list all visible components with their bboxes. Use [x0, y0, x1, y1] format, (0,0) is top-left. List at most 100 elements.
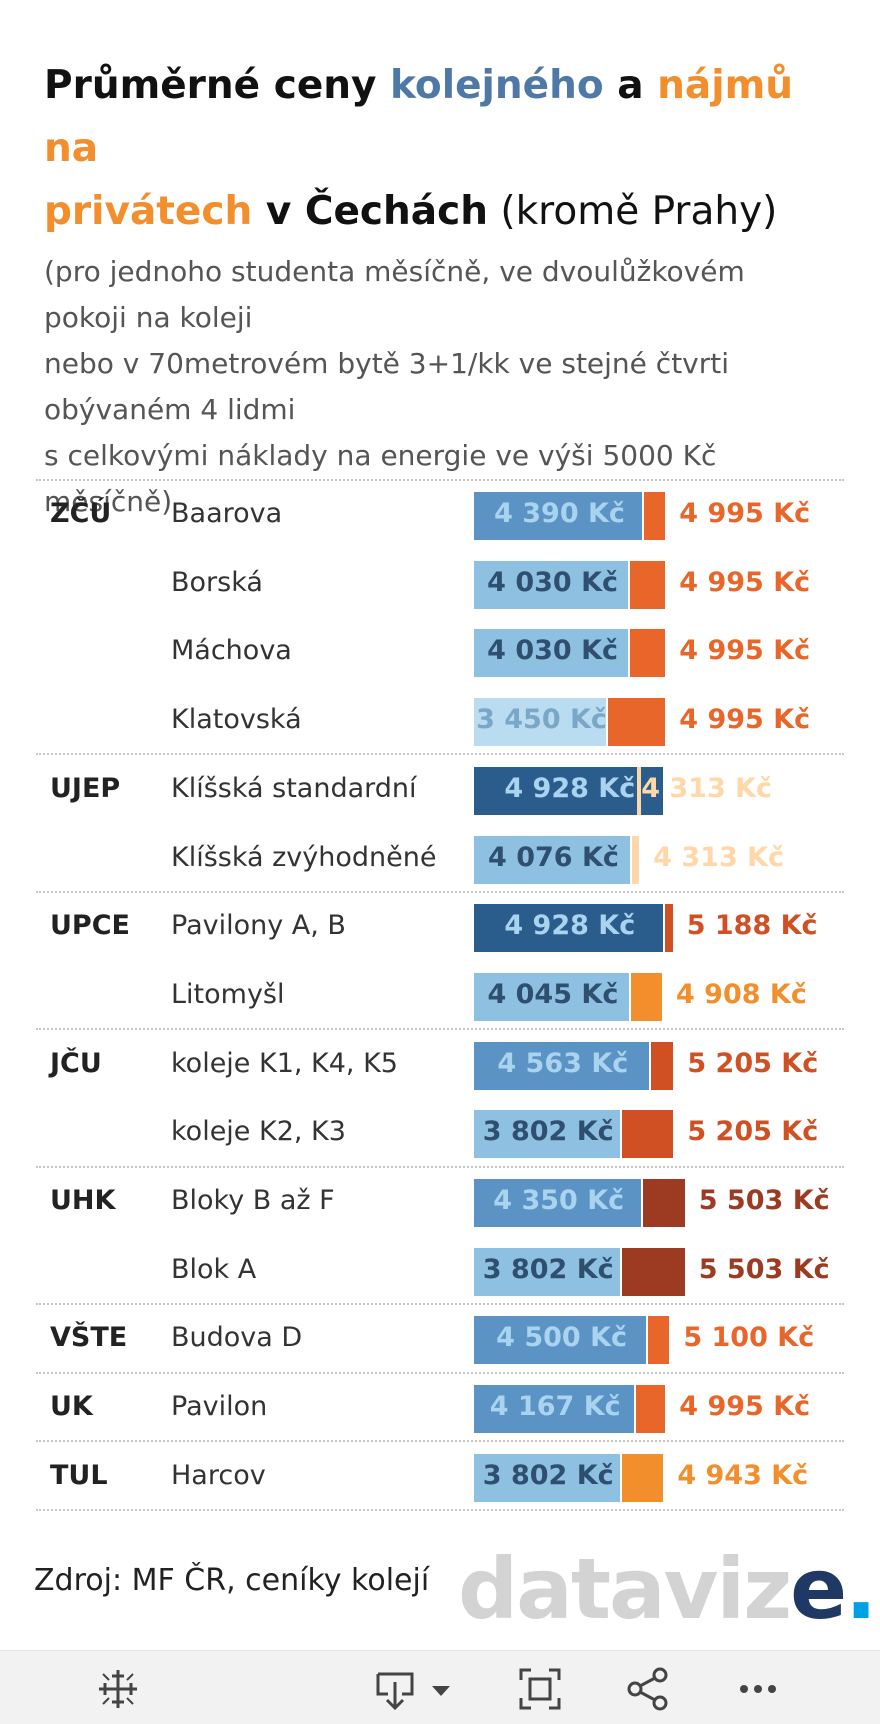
rent-difference-bar[interactable] [621, 1110, 674, 1159]
dorm-name-label: Harcov [171, 1459, 266, 1491]
dorm-price-bar[interactable] [474, 1179, 641, 1227]
rent-marker[interactable] [637, 766, 642, 815]
dorm-name-label: Klíšská standardní [171, 772, 417, 804]
dorm-price-bar[interactable] [474, 1041, 649, 1090]
dorm-name-label: Pavilony A, B [171, 910, 346, 942]
subtitle-line: nebo v 70metrovém bytě 3+1/kk ve stejné … [44, 347, 730, 380]
dorm-price-label: 4 500 Kč [496, 1322, 628, 1354]
dorm-price-bar[interactable] [474, 1385, 634, 1434]
dorm-name-label: koleje K1, K4, K5 [171, 1047, 398, 1079]
dorm-price-bar[interactable] [474, 1453, 620, 1502]
rent-price-label: 5 188 Kč [686, 910, 818, 942]
dorm-name-label: Pavilon [171, 1391, 268, 1423]
rent-difference-bar[interactable] [632, 835, 640, 884]
university-label: UJEP [50, 772, 121, 804]
dorm-name-label: Blok A [171, 1253, 257, 1285]
rent-price-label: 5 205 Kč [687, 1116, 819, 1148]
rent-difference-bar[interactable] [630, 629, 666, 678]
rent-difference-bar[interactable] [630, 972, 662, 1021]
university-label: UHK [50, 1185, 116, 1216]
university-label: UPCE [50, 910, 130, 942]
dorm-price-bar[interactable] [474, 560, 629, 609]
group-separator [36, 890, 844, 893]
rent-price-label: 4 943 Kč [677, 1459, 809, 1491]
dorm-price-bar[interactable] [474, 1247, 620, 1296]
dorm-name-label: Budova D [171, 1322, 303, 1354]
rent-difference-bar[interactable] [621, 1453, 664, 1502]
dorm-price-label: 4 030 Kč [487, 566, 619, 598]
dorm-price-bar[interactable] [474, 835, 631, 884]
chart-subtitle: (pro jednoho studenta měsíčně, ve dvoulů… [44, 249, 844, 525]
dorm-name-label: Litomyšl [171, 978, 285, 1010]
chart-header: Průměrné ceny kolejného a nájmů na privát… [44, 54, 844, 525]
rent-price-label: 4 908 Kč [675, 978, 807, 1010]
logo-text: dataviz [458, 1540, 792, 1638]
university-label: JČU [50, 1047, 102, 1079]
title-rent-word-1: nájmů na [44, 63, 794, 171]
rent-difference-bar[interactable] [664, 904, 673, 953]
dorm-name-label: Máchova [171, 635, 292, 667]
title-rent-word-2: privátech [44, 189, 253, 234]
dorm-price-label: 4 563 Kč [497, 1047, 629, 1079]
logo-e: e [790, 1540, 847, 1638]
group-separator [36, 1028, 844, 1031]
logo-dot: . [845, 1540, 877, 1638]
rent-price-label: 5 100 Kč [683, 1322, 815, 1354]
dorm-price-label: 3 450 Kč [476, 704, 607, 736]
datavize-logo[interactable]: datavize. [458, 1540, 877, 1638]
subtitle-line: měsíčně) [44, 485, 173, 518]
subtitle-line: s celkovými náklady na energie ve výši 5… [44, 439, 717, 472]
dorm-price-label: 3 802 Kč [482, 1116, 614, 1148]
share-icon[interactable] [624, 1665, 672, 1713]
rent-price-label: 4 995 Kč [679, 1391, 811, 1423]
rent-price-label: 4 995 Kč [679, 635, 811, 667]
dorm-price-bar[interactable] [474, 1316, 647, 1365]
tableau-logo-icon[interactable] [94, 1665, 142, 1713]
rent-price-label: 5 205 Kč [687, 1047, 819, 1079]
dorm-price-bar[interactable] [474, 766, 663, 815]
rent-difference-bar[interactable] [630, 560, 666, 609]
university-label: TUL [50, 1459, 108, 1491]
dorm-name-label: Bloky B až F [171, 1185, 335, 1216]
dorm-price-label: 3 802 Kč [482, 1253, 614, 1285]
group-separator [36, 1371, 844, 1374]
price-chart: ZČÚ Baarova 4 390 Kč 4 995 Kč Borská 4 030 Kč… [36, 478, 844, 1512]
chart-title: Průměrné ceny kolejného a nájmů na privát… [44, 54, 844, 243]
rent-price-label: 5 503 Kč [698, 1253, 830, 1285]
rent-difference-bar[interactable] [648, 1316, 670, 1365]
dorm-price-label: 4 045 Kč [487, 978, 619, 1010]
dorm-price-bar[interactable] [474, 1110, 620, 1159]
dorm-price-label: 4 030 Kč [487, 635, 619, 667]
rent-difference-bar[interactable] [644, 492, 666, 540]
rent-difference-bar[interactable] [621, 1247, 685, 1296]
fullscreen-icon[interactable] [516, 1665, 564, 1713]
dorm-name-label: Klíšská zvýhodněné [171, 841, 437, 873]
university-label: VŠTE [50, 1322, 128, 1354]
rent-price-label: 5 503 Kč [698, 1185, 830, 1216]
rent-price-label: 4 313 Kč [653, 841, 785, 873]
dorm-price-bar[interactable] [474, 972, 629, 1021]
more-icon[interactable] [734, 1665, 782, 1713]
dorm-price-label: 4 928 Kč [504, 772, 636, 804]
dorm-price-bar[interactable] [474, 904, 663, 953]
dorm-price-bar[interactable] [474, 698, 607, 747]
dorm-name-label: koleje K2, K3 [171, 1116, 346, 1148]
group-separator [36, 1303, 844, 1306]
dorm-price-bar[interactable] [474, 492, 643, 540]
dorm-name-label: Klatovská [171, 704, 302, 736]
rent-difference-bar[interactable] [642, 1179, 685, 1227]
download-icon[interactable] [372, 1665, 458, 1713]
source-note: Zdroj: MF ČR, ceníky kolejí [34, 1563, 430, 1598]
rent-difference-bar[interactable] [608, 698, 666, 747]
title-part3: v Čechách [252, 189, 488, 234]
university-label: ZČÚ [50, 498, 112, 529]
group-separator [36, 753, 844, 756]
dorm-price-bar[interactable] [474, 629, 629, 678]
title-part1: Průměrné ceny [44, 63, 391, 108]
dorm-price-label: 4 167 Kč [489, 1391, 621, 1423]
rent-difference-bar[interactable] [650, 1041, 674, 1090]
group-separator [36, 478, 844, 481]
title-part4: (kromě Prahy) [487, 189, 778, 234]
rent-price-label: 4 313 Kč [641, 772, 773, 804]
rent-difference-bar[interactable] [635, 1385, 666, 1434]
